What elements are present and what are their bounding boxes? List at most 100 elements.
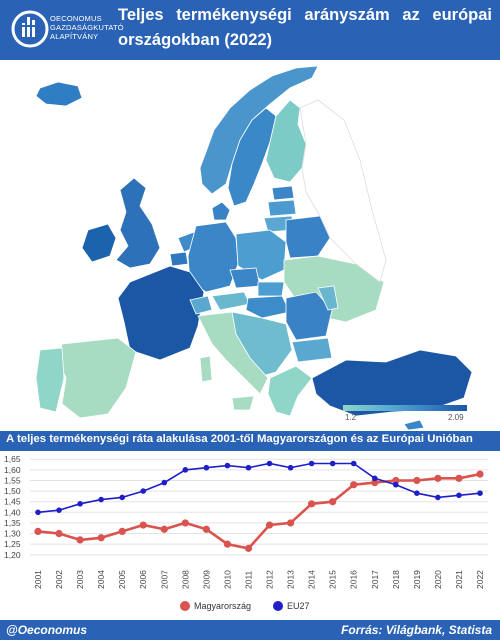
map-region-uk bbox=[115, 177, 161, 269]
data-point bbox=[98, 496, 104, 503]
x-tick-label: 2004 bbox=[96, 570, 106, 589]
data-point bbox=[329, 460, 336, 467]
x-tick-label: 2007 bbox=[159, 570, 169, 589]
y-tick-label: 1,30 bbox=[4, 529, 21, 539]
map-region-norway bbox=[199, 65, 319, 195]
data-point bbox=[350, 481, 358, 489]
footer-handle: @Oeconomus bbox=[6, 623, 88, 637]
chart-grid bbox=[30, 458, 488, 556]
y-tick-label: 1,60 bbox=[4, 465, 21, 475]
chart-legend: Magyarország EU27 bbox=[180, 601, 310, 611]
data-point bbox=[265, 521, 274, 529]
data-point bbox=[414, 490, 420, 497]
x-tick-label: 2020 bbox=[433, 570, 443, 589]
data-point bbox=[55, 529, 63, 538]
series-line bbox=[37, 462, 481, 514]
map-region-russia bbox=[299, 99, 387, 283]
map-region-turkey bbox=[311, 349, 473, 417]
y-tick-label: 1,50 bbox=[4, 486, 21, 496]
data-point bbox=[434, 474, 442, 482]
data-point bbox=[476, 470, 484, 478]
map-region-estonia bbox=[271, 185, 295, 201]
header-banner bbox=[0, 0, 500, 60]
data-point bbox=[160, 525, 168, 533]
data-point bbox=[56, 507, 62, 513]
data-point bbox=[455, 474, 463, 482]
map-region-romania bbox=[285, 291, 333, 341]
x-tick-label: 2016 bbox=[349, 570, 359, 589]
map-region-moldova bbox=[317, 285, 339, 311]
map-legend-colorbar bbox=[343, 405, 467, 411]
data-point bbox=[393, 481, 399, 488]
data-point bbox=[202, 525, 210, 533]
map-region-sardinia bbox=[199, 355, 213, 383]
data-point bbox=[245, 464, 252, 471]
data-point bbox=[350, 460, 357, 467]
data-point bbox=[456, 492, 462, 499]
data-point bbox=[34, 527, 42, 536]
map-region-greece bbox=[267, 365, 313, 417]
x-tick-label: 2022 bbox=[475, 570, 485, 589]
data-point bbox=[435, 494, 441, 501]
data-point bbox=[161, 479, 168, 486]
data-point bbox=[139, 521, 147, 529]
subtitle-banner bbox=[0, 431, 500, 451]
map-region-iceland bbox=[35, 81, 83, 107]
y-tick-label: 1,45 bbox=[4, 497, 21, 507]
data-point bbox=[286, 519, 295, 527]
x-tick-label: 2021 bbox=[454, 570, 464, 589]
map-region-denmark bbox=[211, 201, 231, 221]
page-title: Teljes termékenységi arányszám az európa… bbox=[118, 6, 492, 49]
map-legend-max: 2.09 bbox=[448, 413, 464, 422]
data-point bbox=[413, 476, 421, 485]
series-line bbox=[37, 472, 481, 550]
map-region-italy bbox=[197, 311, 269, 395]
data-point bbox=[308, 500, 316, 508]
logo-text: OECONOMUS GAZDASÁGKUTATÓ ALAPÍTVÁNY bbox=[50, 14, 124, 41]
chart-series bbox=[34, 460, 484, 552]
x-tick-label: 2009 bbox=[201, 570, 211, 589]
data-point bbox=[77, 501, 83, 507]
map-region-portugal bbox=[35, 347, 65, 413]
x-tick-label: 2002 bbox=[54, 570, 64, 589]
data-point bbox=[118, 527, 126, 536]
data-point bbox=[244, 544, 253, 552]
data-point bbox=[140, 488, 147, 494]
x-tick-label: 2013 bbox=[286, 570, 296, 589]
legend-marker bbox=[180, 601, 190, 611]
data-point bbox=[97, 534, 105, 542]
y-tick-label: 1,40 bbox=[4, 507, 21, 517]
x-tick-label: 2001 bbox=[33, 570, 43, 589]
x-tick-label: 2015 bbox=[328, 570, 338, 589]
chart-subtitle: A teljes termékenységi ráta alakulása 20… bbox=[6, 433, 473, 445]
data-point bbox=[371, 478, 379, 487]
europe-fertility-map bbox=[0, 60, 500, 430]
data-point bbox=[477, 490, 483, 497]
logo-line: GAZDASÁGKUTATÓ bbox=[50, 23, 124, 32]
footer-banner bbox=[0, 620, 500, 640]
logo-line: ALAPÍTVÁNY bbox=[50, 32, 99, 41]
data-point bbox=[35, 509, 41, 516]
map-region-ireland bbox=[81, 223, 117, 263]
x-axis-ticks: 2001 2002 2003 2004 2005 2006 2007 2008 2009 2010… bbox=[33, 570, 485, 589]
x-tick-label: 2010 bbox=[222, 570, 232, 589]
map-region-bulgaria bbox=[291, 337, 333, 363]
data-point bbox=[287, 464, 294, 471]
x-tick-label: 2011 bbox=[243, 570, 253, 589]
x-tick-label: 2006 bbox=[138, 570, 148, 589]
x-tick-label: 2003 bbox=[75, 570, 85, 589]
x-tick-label: 2005 bbox=[117, 570, 127, 589]
x-tick-label: 2017 bbox=[370, 570, 380, 589]
map-region-belgium bbox=[169, 251, 189, 267]
data-point bbox=[329, 498, 337, 506]
data-point bbox=[76, 536, 84, 544]
map-region-sweden bbox=[227, 107, 277, 207]
legend-label: Magyarország bbox=[194, 601, 251, 611]
fertility-line-chart: 1,201,251,301,351,401,451,501,551,601,65… bbox=[4, 454, 488, 611]
legend-label: EU27 bbox=[287, 601, 310, 611]
map-region-sicily bbox=[231, 395, 255, 411]
data-point bbox=[181, 519, 189, 527]
data-point bbox=[119, 494, 125, 501]
data-point bbox=[392, 476, 400, 485]
map-region-slovakia bbox=[257, 281, 285, 297]
